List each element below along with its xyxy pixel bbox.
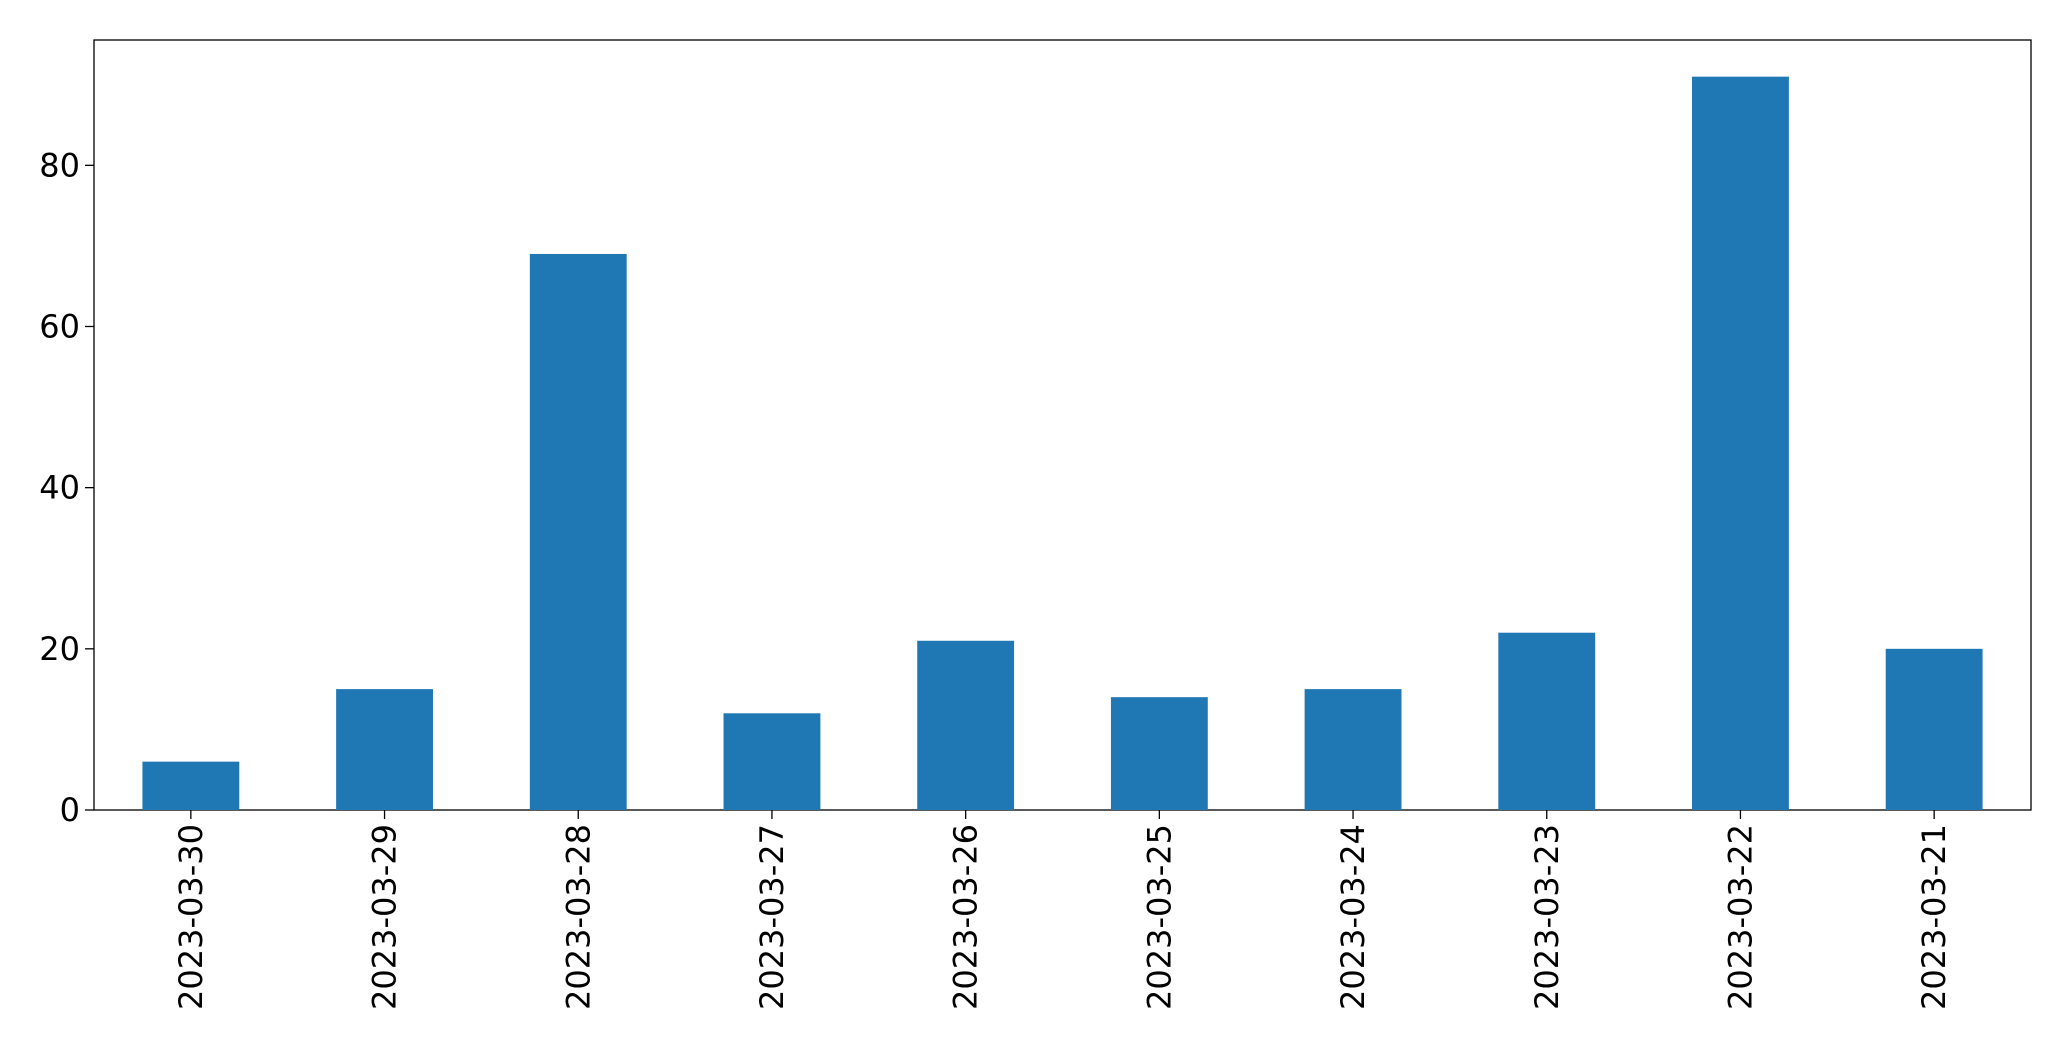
x-tick-label: 2023-03-21: [1915, 824, 1953, 1010]
x-tick-label: 2023-03-23: [1528, 824, 1566, 1010]
x-tick-label: 2023-03-26: [947, 824, 985, 1010]
bar: [723, 713, 821, 810]
bar: [917, 640, 1015, 810]
bar: [1110, 697, 1208, 810]
x-tick-label: 2023-03-29: [366, 824, 404, 1010]
x-tick-label: 2023-03-27: [753, 824, 791, 1010]
bar: [1885, 648, 1983, 810]
y-tick-label: 80: [39, 146, 80, 184]
bar: [1498, 632, 1596, 810]
bar: [336, 689, 433, 810]
x-tick-label: 2023-03-30: [172, 824, 210, 1010]
x-tick-label: 2023-03-28: [559, 824, 597, 1010]
bar: [142, 761, 240, 810]
y-tick-label: 60: [39, 307, 80, 345]
bar: [529, 253, 627, 810]
y-tick-label: 0: [60, 791, 80, 829]
bar: [1692, 76, 1789, 810]
bar: [1304, 689, 1402, 810]
y-tick-label: 20: [39, 630, 80, 668]
x-tick-label: 2023-03-24: [1334, 824, 1372, 1010]
plot-frame: [93, 39, 2032, 811]
x-tick-label: 2023-03-22: [1721, 824, 1759, 1010]
x-tick-label: 2023-03-25: [1140, 824, 1178, 1010]
y-tick-label: 40: [39, 469, 80, 507]
